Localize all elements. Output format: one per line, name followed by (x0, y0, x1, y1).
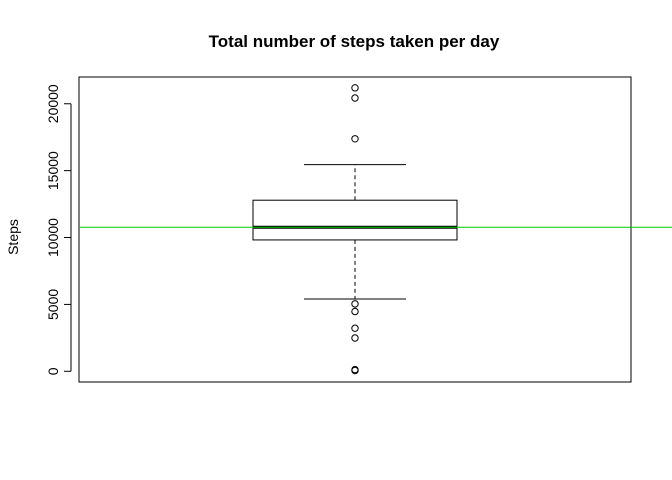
box-plot (79, 84, 672, 375)
chart-title: Total number of steps taken per day (209, 32, 500, 51)
outlier-point (351, 300, 359, 308)
plot-frame (78, 76, 632, 383)
interquartile-box (252, 199, 458, 241)
y-tick-label: 15000 (45, 151, 61, 190)
outlier-point (351, 324, 359, 332)
outlier-point (351, 94, 359, 102)
outlier-point (351, 334, 359, 342)
y-axis-ticks: 0 5000 10000 15000 20000 (45, 84, 71, 375)
y-tick-label: 20000 (45, 84, 61, 123)
y-axis-label: Steps (5, 219, 21, 255)
outlier-point (351, 366, 359, 375)
outlier-point (351, 307, 359, 316)
y-tick-label: 5000 (45, 289, 61, 320)
y-tick-label: 10000 (45, 218, 61, 257)
outlier-point (351, 135, 359, 143)
outlier-point (351, 84, 359, 92)
y-tick-label: 0 (45, 367, 61, 375)
